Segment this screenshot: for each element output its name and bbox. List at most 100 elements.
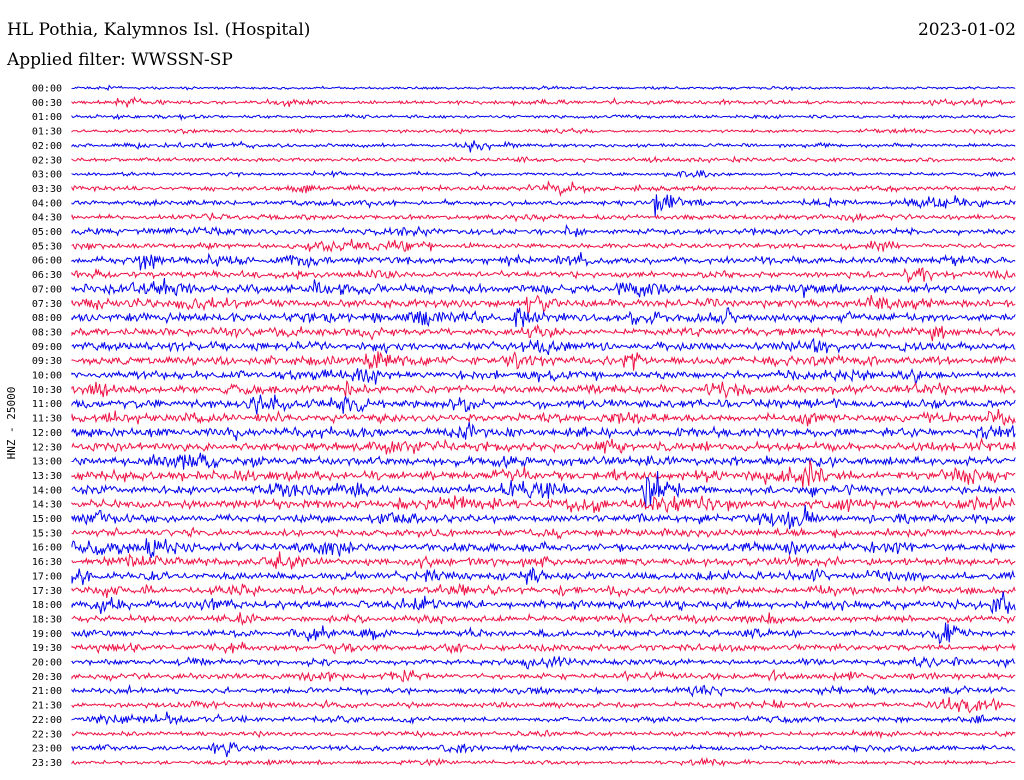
seismogram-trace: [71, 179, 1016, 197]
seismogram-trace: [71, 697, 1016, 714]
time-tick-label: 12:30: [32, 442, 62, 453]
time-tick-labels: 00:00 00:30 01:00 01:30 02:00 02:30 03:00 03:30…: [32, 84, 62, 769]
seismogram-trace: [71, 591, 1016, 615]
seismogram-trace: [71, 460, 1016, 488]
time-tick-label: 10:30: [32, 385, 62, 396]
time-tick-label: 07:30: [32, 299, 62, 310]
seismogram-trace: [71, 95, 1016, 108]
station-title: HL Pothia, Kalymnos Isl. (Hospital): [7, 20, 311, 40]
time-tick-label: 04:30: [32, 213, 62, 224]
time-tick-label: 09:30: [32, 356, 62, 367]
seismogram-trace: [71, 728, 1016, 740]
time-tick-label: 22:00: [32, 715, 62, 726]
seismogram-trace: [71, 668, 1016, 683]
time-tick-label: 01:00: [32, 112, 62, 123]
time-tick-label: 00:00: [32, 84, 62, 95]
time-tick-label: 17:00: [32, 571, 62, 582]
time-tick-label: 20:00: [32, 658, 62, 669]
time-tick-label: 02:00: [32, 141, 62, 152]
time-tick-label: 03:30: [32, 184, 62, 195]
time-tick-label: 18:00: [32, 600, 62, 611]
time-tick-label: 09:00: [32, 342, 62, 353]
seismogram-trace: [71, 452, 1016, 470]
time-tick-label: 01:30: [32, 127, 62, 138]
time-tick-label: 13:30: [32, 471, 62, 482]
seismogram-trace: [71, 538, 1016, 558]
seismogram-trace: [71, 504, 1016, 530]
time-tick-label: 07:00: [32, 284, 62, 295]
seismogram-trace: [71, 212, 1016, 224]
seismogram-trace: [71, 223, 1016, 238]
time-tick-label: 05:30: [32, 241, 62, 252]
seismogram-trace: [71, 612, 1016, 627]
seismogram-trace: [71, 422, 1016, 441]
seismogram-trace: [71, 294, 1016, 316]
seismogram-trace: [71, 655, 1016, 670]
time-tick-label: 06:30: [32, 270, 62, 281]
time-tick-label: 06:00: [32, 256, 62, 267]
time-tick-label: 00:30: [32, 98, 62, 109]
time-tick-label: 22:30: [32, 729, 62, 740]
time-tick-label: 15:00: [32, 514, 62, 525]
seismogram-trace: [71, 307, 1016, 328]
filter-value: WWSSN-SP: [131, 50, 233, 70]
time-tick-label: 13:00: [32, 457, 62, 468]
seismogram-trace: [71, 84, 1016, 92]
time-tick-label: 23:30: [32, 758, 62, 769]
time-tick-label: 21:30: [32, 701, 62, 712]
seismogram-trace: [71, 380, 1016, 400]
seismogram-trace: [71, 267, 1016, 283]
seismogram-trace: [71, 169, 1016, 179]
seismogram-trace: [71, 526, 1016, 540]
time-tick-label: 11:00: [32, 399, 62, 410]
seismogram-trace: [71, 683, 1016, 698]
time-tick-label: 08:00: [32, 313, 62, 324]
seismogram-trace: [71, 351, 1016, 371]
seismogram-trace: [71, 113, 1016, 122]
seismogram-traces: [71, 84, 1016, 767]
plot-date: 2023-01-02: [917, 20, 1016, 40]
seismogram-trace: [71, 155, 1016, 164]
time-tick-label: 02:30: [32, 155, 62, 166]
seismogram-trace: [71, 471, 1016, 510]
seismogram-trace: [71, 756, 1016, 767]
time-tick-label: 03:00: [32, 170, 62, 181]
seismogram-trace: [71, 641, 1016, 655]
seismogram-trace: [71, 741, 1016, 758]
time-tick-label: 18:30: [32, 614, 62, 625]
time-tick-label: 12:00: [32, 428, 62, 439]
time-tick-label: 17:30: [32, 586, 62, 597]
seismogram-trace: [71, 394, 1016, 415]
time-tick-label: 19:30: [32, 643, 62, 654]
seismogram-trace: [71, 323, 1016, 342]
time-tick-label: 15:30: [32, 528, 62, 539]
time-tick-label: 10:00: [32, 371, 62, 382]
seismogram-trace: [71, 252, 1016, 271]
seismogram-trace: [71, 495, 1016, 514]
time-tick-label: 21:00: [32, 686, 62, 697]
seismogram-trace: [71, 194, 1016, 217]
time-tick-label: 08:30: [32, 327, 62, 338]
filter-label: Applied filter:: [7, 50, 126, 70]
time-tick-label: 14:00: [32, 485, 62, 496]
seismogram-trace: [71, 582, 1016, 599]
time-tick-label: 16:30: [32, 557, 62, 568]
time-tick-label: 04:00: [32, 198, 62, 209]
filter-info: Applied filter: WWSSN-SP: [7, 49, 233, 71]
time-tick-label: 11:30: [32, 414, 62, 425]
seismogram-trace: [71, 278, 1016, 298]
time-tick-label: 23:00: [32, 744, 62, 755]
seismogram-trace: [71, 337, 1016, 356]
seismogram-trace: [71, 437, 1016, 455]
seismogram-trace: [71, 140, 1016, 153]
seismogram-trace: [71, 622, 1016, 645]
seismogram-trace: [71, 127, 1016, 136]
time-tick-label: 14:30: [32, 500, 62, 511]
seismogram-trace: [71, 711, 1016, 726]
time-tick-label: 19:00: [32, 629, 62, 640]
time-tick-label: 05:00: [32, 227, 62, 238]
seismogram-trace: [71, 551, 1016, 570]
seismogram-trace: [71, 238, 1016, 253]
seismogram-trace: [71, 409, 1016, 427]
seismogram-trace: [71, 566, 1016, 586]
